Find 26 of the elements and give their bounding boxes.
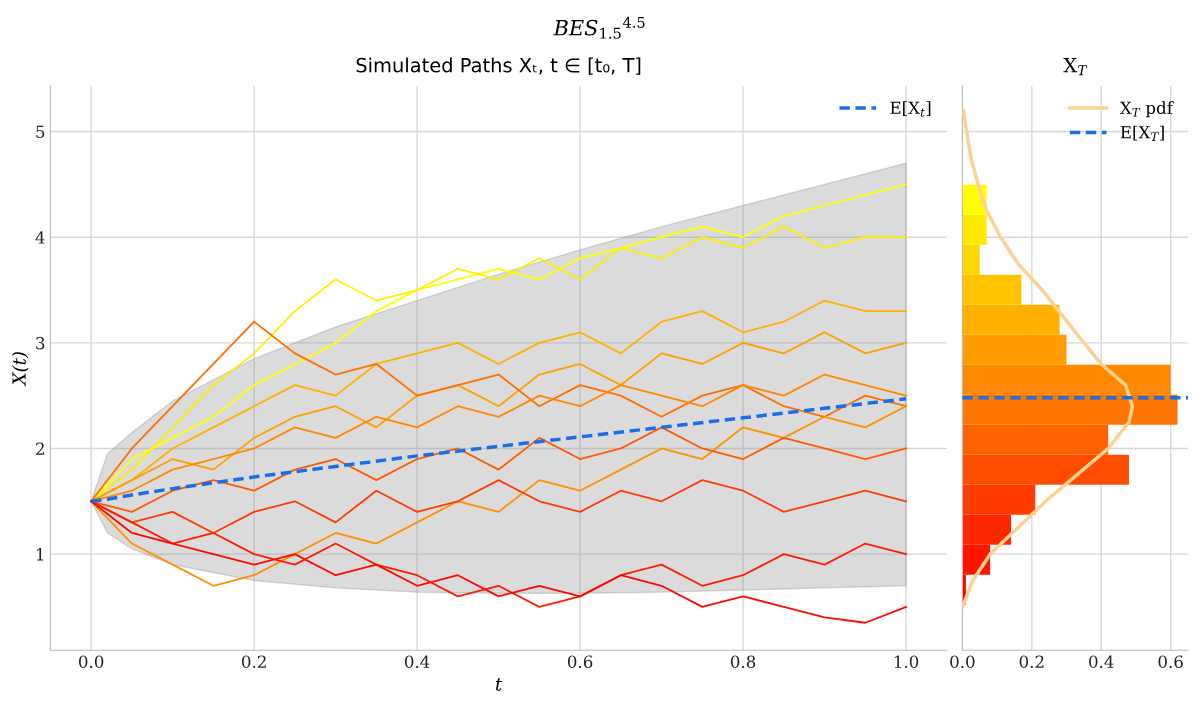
- chart-title: X$_{T}$: [1063, 58, 1088, 76]
- y-tick-label: 1: [36, 548, 44, 561]
- line-series: [90, 405, 907, 587]
- y-tick-label: 5: [36, 125, 45, 139]
- x-tick-label: 0.6: [567, 655, 593, 668]
- x-tick-label: 0.4: [404, 655, 430, 668]
- x-tick-label: 0.0: [78, 655, 104, 668]
- x-tick-label: 0.8: [730, 655, 756, 668]
- y-tick-label: 2: [36, 442, 44, 455]
- x-axis-title: t: [495, 678, 503, 691]
- legend-label: E[X$_{T}$]: [1120, 125, 1164, 141]
- x-tick-label: 0.4: [1089, 655, 1114, 668]
- y-axis-title: X(t): [11, 352, 29, 387]
- x-tick-label: 0.2: [241, 655, 266, 668]
- chart-title: BES$_{1.5}$$^{4.5}$: [553, 16, 645, 39]
- y-tick-label: 3: [36, 336, 45, 350]
- legend-label: X$_{T}$ pdf: [1119, 101, 1174, 118]
- x-tick-label: 1.0: [894, 655, 919, 668]
- line-series: [90, 426, 907, 513]
- line-series: [89, 397, 908, 504]
- x-tick-label: 0.0: [950, 655, 975, 668]
- y-tick-label: 4: [35, 231, 45, 244]
- chart-subtitle: Simulated Paths Xₜ, t ∈ [t₀, T]: [356, 57, 641, 75]
- x-tick-label: 0.6: [1158, 655, 1183, 668]
- x-tick-label: 0.2: [1019, 655, 1044, 668]
- legend-label: E[X$_{t}$]: [890, 101, 931, 117]
